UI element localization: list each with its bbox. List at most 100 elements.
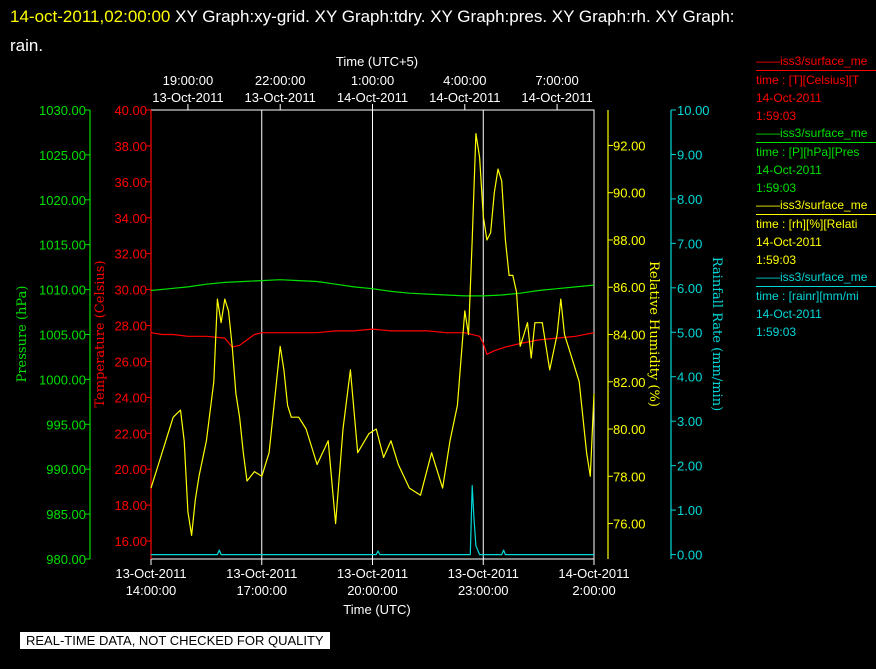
temperature-tick-label: 24.00 [114,390,147,405]
bottom-tick-label: 20:00:00 [347,583,398,598]
rain-tick-label: 8.00 [677,192,702,207]
legend-entry-text: 14-Oct-2011 [756,91,822,105]
humidity-tick-label: 78.00 [613,469,646,484]
humidity-tick-label: 82.00 [613,375,646,390]
humidity-tick-label: 90.00 [613,186,646,201]
humidity-tick-label: 84.00 [613,328,646,343]
temperature-tick-label: 32.00 [114,247,147,262]
rain-tick-label: 4.00 [677,370,702,385]
pressure-tick-label: 995.00 [46,417,86,432]
rain-tick-label: 6.00 [677,281,702,296]
temperature-tick-label: 36.00 [114,175,147,190]
legend-entry-text: 14-Oct-2011 [756,163,822,177]
pressure-tick-label: 1010.00 [39,283,86,298]
bottom-tick-label: 2:00:00 [572,583,615,598]
top-tick-label: 19:00:00 [163,73,214,88]
top-tick-label: 7:00:00 [535,73,578,88]
pressure-tick-label: 980.00 [46,552,86,567]
quality-badge: REAL-TIME DATA, NOT CHECKED FOR QUALITY [20,632,330,649]
pressure-tick-label: 1005.00 [39,328,86,343]
temperature-series-line [150,328,595,355]
legend-entry-text: ——iss3/surface_me [756,268,876,287]
pressure-tick-label: 1030.00 [39,103,86,118]
bottom-axis-label: Time (UTC) [343,602,410,617]
bottom-tick-label: 23:00:00 [458,583,509,598]
legend-entry-text: 1:59:03 [756,253,797,267]
top-axis-label: Time (UTC+5) [336,54,418,69]
rain-tick-label: 0.00 [677,548,702,563]
bottom-tick-label: 14-Oct-2011 [558,566,629,581]
temperature-tick-label: 40.00 [114,103,147,118]
top-tick-label: 4:00:00 [443,73,486,88]
graph-titles: XY Graph:xy-grid. XY Graph:tdry. XY Grap… [175,7,735,26]
temperature-tick-label: 28.00 [114,319,147,334]
bottom-tick-label: 13-Oct-2011 [448,566,519,581]
rain-tick-label: 3.00 [677,414,702,429]
bottom-tick-label: 13-Oct-2011 [226,566,297,581]
bottom-tick-label: 13-Oct-2011 [115,566,186,581]
temperature-axis-label: Temperature (Celsius) [93,260,108,407]
temperature-tick-label: 30.00 [114,283,147,298]
temperature-tick-label: 38.00 [114,139,147,154]
rain-tick-label: 9.00 [677,147,702,162]
legend-entry-text: ——iss3/surface_me [756,196,876,215]
legend-entry-text: time : [P][hPa][Pres [756,145,860,159]
legend-entry-text: 1:59:03 [756,325,797,339]
graph-timestamp: 14-oct-2011,02:00:00 [10,7,171,26]
rain-tick-label: 1.00 [677,503,702,518]
pressure-series-line [150,279,595,297]
humidity-tick-label: 92.00 [613,138,646,153]
bottom-tick-label: 14:00:00 [126,583,177,598]
humidity-series-line [150,133,595,537]
rain-tick-label: 10.00 [677,103,710,118]
legend-entry-text: ——iss3/surface_me [756,52,876,71]
humidity-tick-label: 86.00 [613,280,646,295]
pressure-tick-label: 1025.00 [39,148,86,163]
legend-entry-text: time : [rh][%][Relati [756,217,858,231]
humidity-tick-label: 80.00 [613,422,646,437]
top-tick-label: 22:00:00 [255,73,306,88]
rain-tick-label: 2.00 [677,459,702,474]
graph-titles-continued: rain. [10,36,44,55]
legend-entry-text: 14-Oct-2011 [756,307,822,321]
graph-header: 14-oct-2011,02:00:00 XY Graph:xy-grid. X… [10,2,860,60]
rain-series-line [151,485,594,556]
top-tick-label: 14-Oct-2011 [337,90,408,105]
legend-entry-text: time : [rainr][mm/mi [756,289,859,303]
temperature-tick-label: 20.00 [114,462,147,477]
temperature-tick-label: 34.00 [114,211,147,226]
rain-tick-label: 7.00 [677,236,702,251]
pressure-tick-label: 1020.00 [39,193,86,208]
rain-tick-label: 5.00 [677,325,702,340]
bottom-tick-label: 17:00:00 [236,583,287,598]
temperature-tick-label: 26.00 [114,354,147,369]
top-tick-label: 14-Oct-2011 [429,90,500,105]
top-tick-label: 1:00:00 [351,73,394,88]
pressure-tick-label: 985.00 [46,507,86,522]
humidity-tick-label: 88.00 [613,233,646,248]
pressure-tick-label: 1015.00 [39,238,86,253]
top-tick-label: 13-Oct-2011 [245,90,316,105]
bottom-tick-label: 13-Oct-2011 [337,566,408,581]
legend-entry-text: time : [T][Celsius][T [756,73,860,87]
legend-entry-text: ——iss3/surface_me [756,124,876,143]
temperature-tick-label: 22.00 [114,426,147,441]
temperature-tick-label: 16.00 [114,534,147,549]
rain-axis-label: Rainfall Rate (mm/min) [709,257,724,411]
temperature-tick-label: 18.00 [114,498,147,513]
legend-entry-text: 14-Oct-2011 [756,235,822,249]
legend-entry-text: 1:59:03 [756,109,797,123]
pressure-axis-label: Pressure (hPa) [15,286,30,383]
top-tick-label: 14-Oct-2011 [521,90,592,105]
pressure-tick-label: 1000.00 [39,372,86,387]
humidity-axis-label: Relative Humidity (%) [646,261,661,407]
top-tick-label: 13-Oct-2011 [152,90,223,105]
legend-entry-text: 1:59:03 [756,181,797,195]
humidity-tick-label: 76.00 [613,517,646,532]
pressure-tick-label: 990.00 [46,462,86,477]
